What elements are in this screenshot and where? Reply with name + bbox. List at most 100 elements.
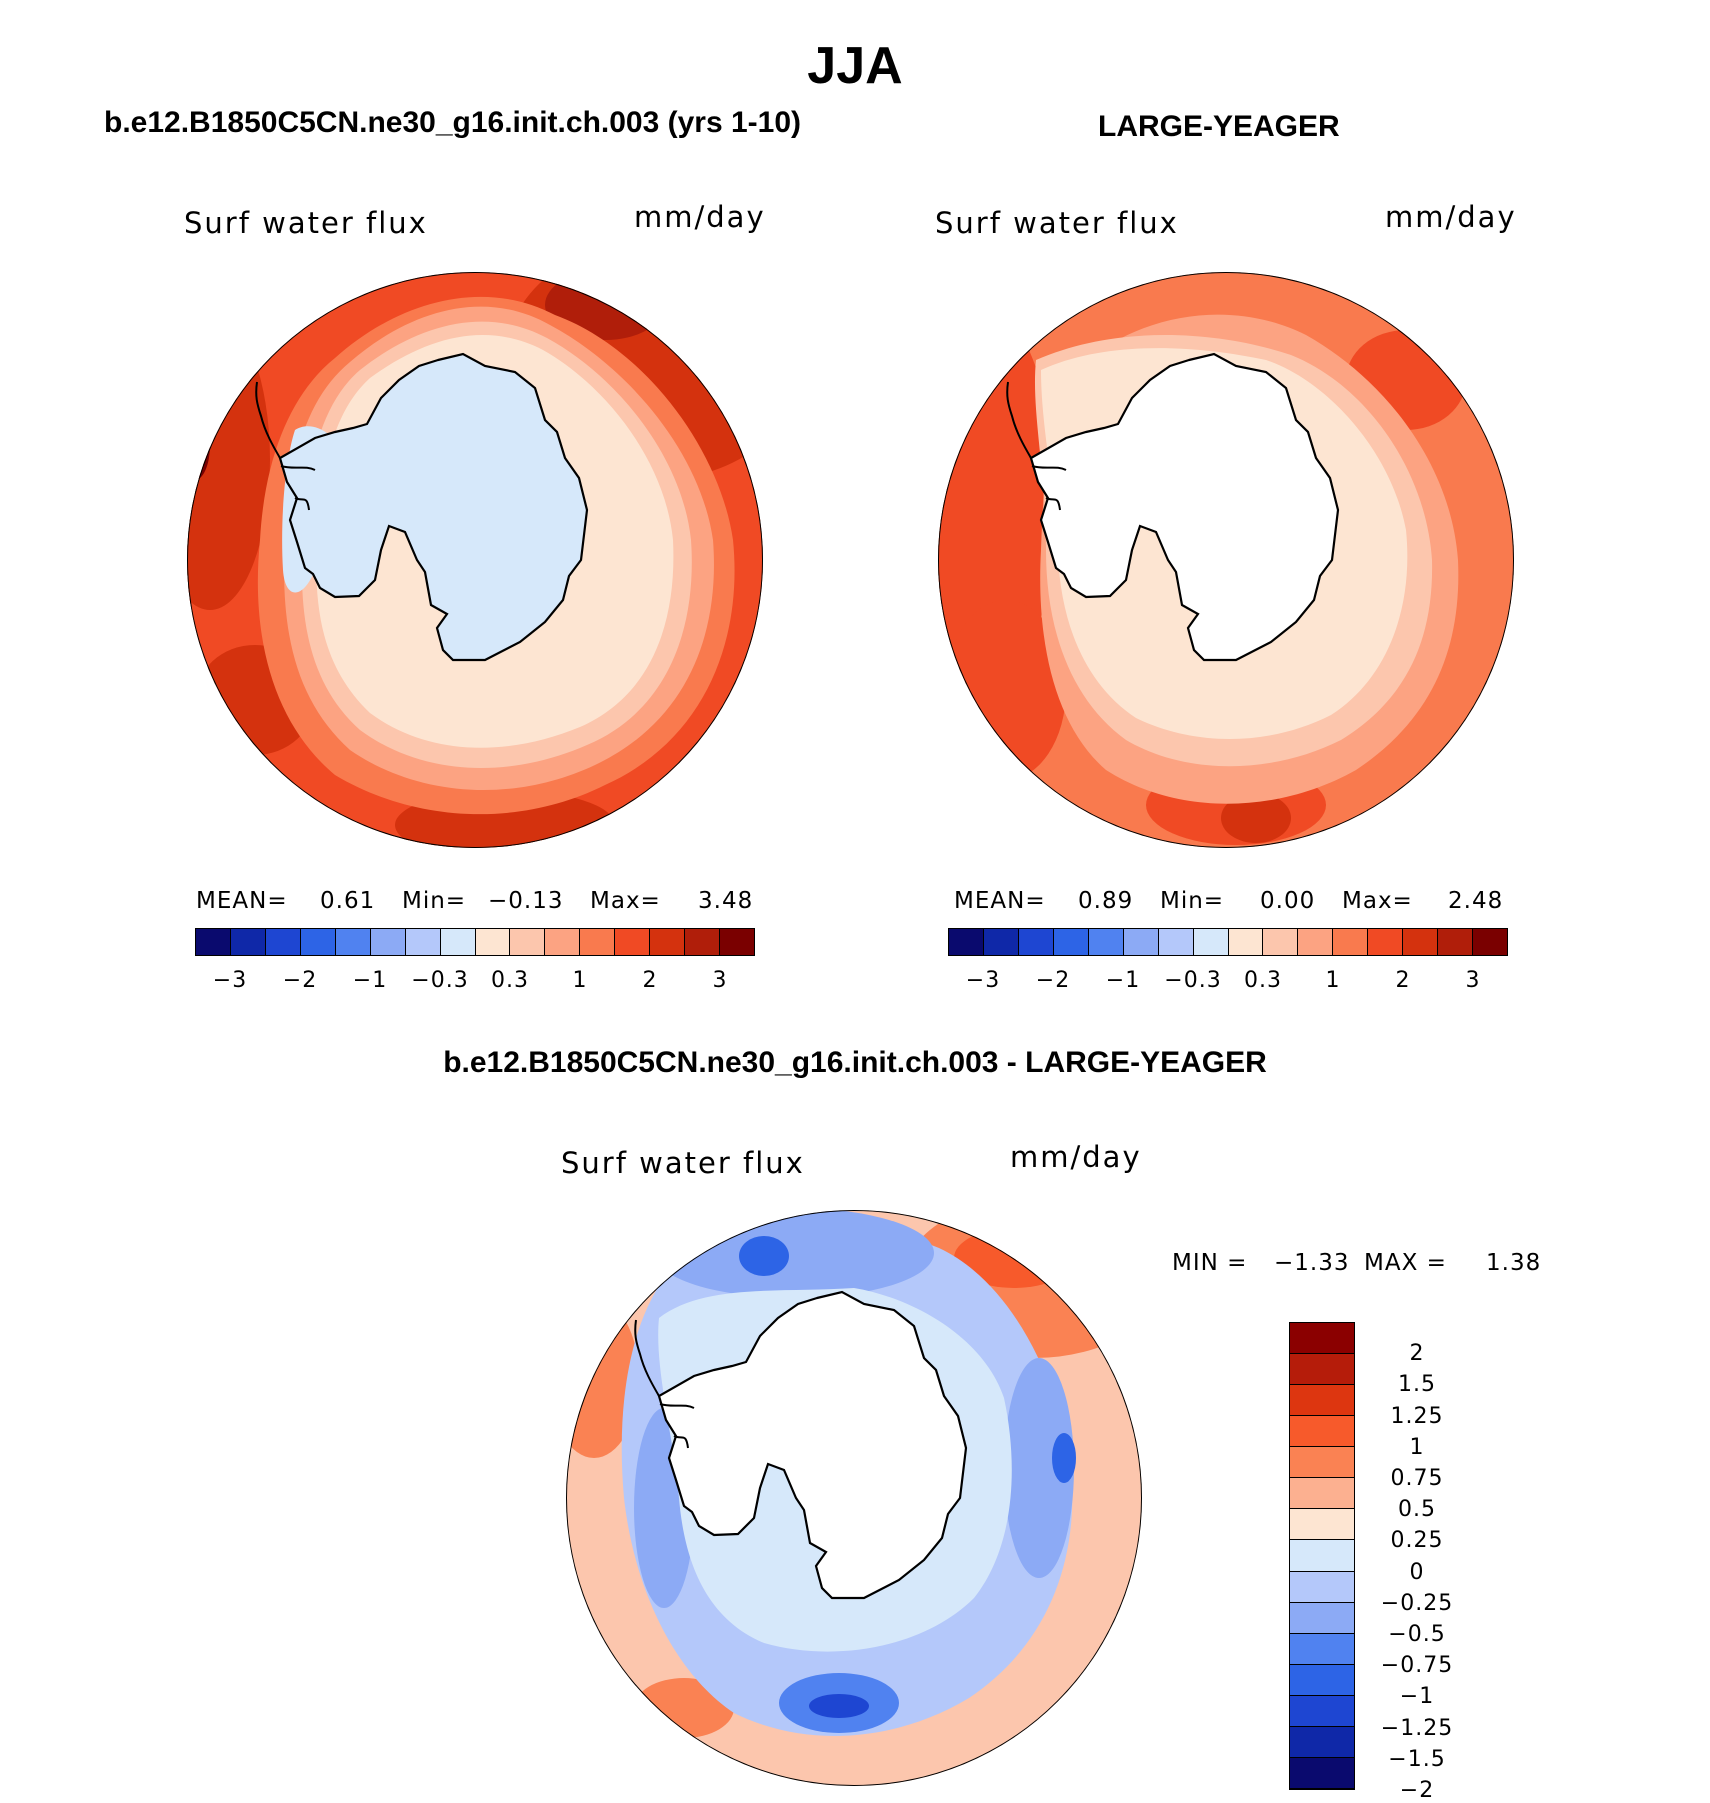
panel3-colorbar-tick-label: −0.25 <box>1380 1590 1454 1616</box>
panel2-colorbar-cell <box>1088 929 1124 955</box>
panel3-colorbar-cell <box>1290 1571 1354 1603</box>
panel1-antarctic-peninsula <box>255 381 316 511</box>
panel2-colorbar-cell <box>1438 929 1474 955</box>
panel2-colorbar-cell <box>1368 929 1404 955</box>
panel3-colorbar-cell <box>1290 1757 1354 1789</box>
panel2-mean-value: 0.89 <box>1078 888 1134 914</box>
panel1-colorbar <box>195 928 755 956</box>
panel3-colorbar-cell <box>1290 1416 1354 1448</box>
panel1-colorbar-cell <box>720 929 754 955</box>
panel2-colorbar-cell <box>1298 929 1334 955</box>
panel1-colorbar-cell <box>196 929 231 955</box>
panel1-colorbar-cell <box>300 929 336 955</box>
panel3-colorbar-cell <box>1290 1540 1354 1572</box>
panel3-colorbar-cell <box>1290 1385 1354 1417</box>
panel2-units-label: mm/day <box>1385 200 1517 234</box>
panel3-field-neg-strong-e <box>1052 1433 1076 1483</box>
panel1-max-value: 3.48 <box>698 888 754 914</box>
panel2-colorbar-cell <box>983 929 1019 955</box>
panel1-colorbar-tick-label: −2 <box>282 968 318 993</box>
panel3-title: b.e12.B1850C5CN.ne30_g16.init.ch.003 - L… <box>443 1046 1267 1079</box>
panel3-colorbar-cell <box>1290 1509 1354 1541</box>
panel3-colorbar-tick-label: −0.75 <box>1380 1653 1454 1679</box>
panel3-min-label: MIN = <box>1172 1250 1248 1276</box>
panel1-colorbar-cell <box>615 929 651 955</box>
panel1-min-value: −0.13 <box>488 888 564 914</box>
panel2-colorbar-tick-label: 1 <box>1325 968 1341 993</box>
panel3-colorbar-cell <box>1290 1726 1354 1758</box>
panel3-colorbar-labels: 2 1.5 1.25 1 0.75 0.5 0.25 0 −0.25 −0.5 −0.75 −1 −1.… <box>1362 1322 1482 1803</box>
panel2-colorbar-cell <box>1263 929 1299 955</box>
panel2-colorbar-tick-label: −1 <box>1105 968 1141 993</box>
panel2-colorbar-tick-label: −2 <box>1035 968 1071 993</box>
panel3-colorbar <box>1289 1322 1355 1790</box>
panel1-colorbar-tick-label: 3 <box>712 968 728 993</box>
panel3-colorbar-tick-label: 0.5 <box>1398 1497 1436 1523</box>
figure-title: JJA <box>807 37 903 95</box>
panel1-colorbar-cell <box>475 929 511 955</box>
panel3-colorbar-tick-label: −1.5 <box>1388 1746 1446 1772</box>
panel3-colorbar-tick-label: 0 <box>1409 1559 1425 1585</box>
panel1-colorbar-tick-label: −3 <box>212 968 248 993</box>
panel3-colorbar-tick-label: −1 <box>1399 1684 1435 1710</box>
panel2-max-label: Max= <box>1342 888 1413 914</box>
panel3-colorbar-cell <box>1290 1695 1354 1727</box>
panel2-colorbar-cell <box>1193 929 1229 955</box>
panel1-variable-label: Surf water flux <box>184 206 428 240</box>
panel1-colorbar-cell <box>650 929 686 955</box>
panel1-colorbar-tick-label: −0.3 <box>411 968 469 993</box>
panel3-antarctic-peninsula <box>634 1319 695 1449</box>
panel2-min-value: 0.00 <box>1260 888 1316 914</box>
panel3-units-label: mm/day <box>1010 1140 1142 1174</box>
panel2-colorbar-tick-label: −3 <box>965 968 1001 993</box>
panel2-continent-antarctica <box>1029 352 1340 662</box>
panel3-colorbar-tick-label: −0.5 <box>1388 1622 1446 1647</box>
panel2-colorbar-cell <box>1123 929 1159 955</box>
panel2-colorbar-cell <box>1333 929 1369 955</box>
panel2-colorbar-cell <box>1018 929 1054 955</box>
panel3-field-neg-mid-n <box>654 1210 934 1298</box>
panel1-colorbar-tick-label: 2 <box>642 968 658 993</box>
panel1-colorbar-cell <box>335 929 371 955</box>
panel3-colorbar-tick-label: −1.25 <box>1380 1715 1454 1741</box>
panel2-antarctic-peninsula <box>1006 381 1067 511</box>
panel2-max-value: 2.48 <box>1448 888 1504 914</box>
panel2-mean-label: MEAN= <box>954 888 1046 914</box>
panel1-colorbar-cell <box>370 929 406 955</box>
panel1-colorbar-tick-label: −1 <box>352 968 388 993</box>
panel3-colorbar-cell <box>1290 1354 1354 1386</box>
panel1-polar-map <box>187 272 763 848</box>
panel3-variable-label: Surf water flux <box>561 1146 805 1180</box>
panel3-continent-antarctica <box>657 1290 968 1600</box>
panel3-colorbar-tick-label: −2 <box>1399 1778 1435 1803</box>
panel1-mean-value: 0.61 <box>320 888 376 914</box>
panel1-colorbar-tick-label: 1 <box>572 968 588 993</box>
panel3-colorbar-cell <box>1290 1633 1354 1665</box>
panel1-colorbar-cell <box>440 929 476 955</box>
panel3-colorbar-tick-label: 0.75 <box>1390 1466 1444 1491</box>
panel2-title: LARGE-YEAGER <box>1098 110 1340 143</box>
panel2-field-dark-w <box>938 300 1056 700</box>
panel2-colorbar-cell <box>1473 929 1507 955</box>
panel1-colorbar-tick-label: 0.3 <box>491 968 529 993</box>
panel1-colorbar-labels: −3 −2 −1 −0.3 0.3 1 2 3 <box>195 968 755 998</box>
panel3-field-neg-strongest-s <box>809 1694 869 1718</box>
panel2-colorbar-labels: −3 −2 −1 −0.3 0.3 1 2 3 <box>948 968 1508 998</box>
panel1-colorbar-cell <box>545 929 581 955</box>
panel3-colorbar-cell <box>1290 1478 1354 1510</box>
panel2-colorbar-cell <box>1053 929 1089 955</box>
panel3-max-label: MAX = <box>1364 1250 1447 1276</box>
panel1-min-label: Min= <box>402 888 467 914</box>
panel1-colorbar-cell <box>510 929 546 955</box>
panel2-polar-map <box>938 272 1514 848</box>
panel1-max-label: Max= <box>590 888 661 914</box>
panel2-colorbar-cell <box>949 929 984 955</box>
panel1-title: b.e12.B1850C5CN.ne30_g16.init.ch.003 (yr… <box>104 106 802 139</box>
panel3-colorbar-cell <box>1290 1664 1354 1696</box>
panel2-variable-label: Surf water flux <box>935 206 1179 240</box>
panel3-colorbar-tick-label: 0.25 <box>1390 1528 1444 1554</box>
panel2-colorbar-tick-label: 2 <box>1395 968 1411 993</box>
panel3-max-value: 1.38 <box>1486 1250 1542 1276</box>
panel2-colorbar-tick-label: −0.3 <box>1164 968 1222 993</box>
panel2-colorbar-cell <box>1403 929 1439 955</box>
